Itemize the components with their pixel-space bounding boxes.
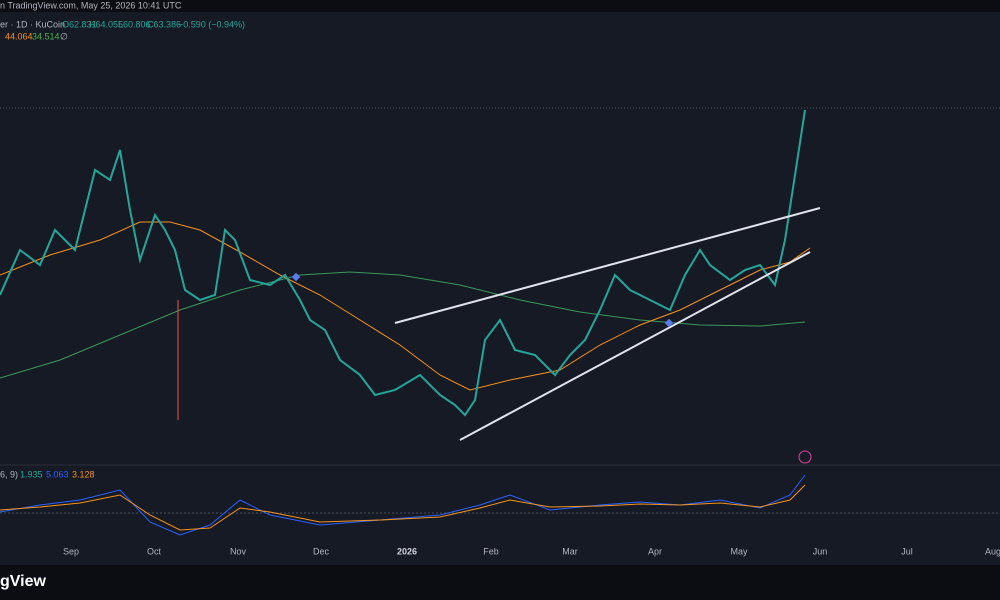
time-axis: Sep Oct Nov Dec 2026 Feb Mar Apr May Jun Jul Aug	[63, 546, 1000, 556]
symbol: er · 1D · KuCoin	[0, 19, 65, 29]
top-bar	[0, 0, 1000, 12]
time-label: Dec	[313, 546, 330, 556]
low: L60.806	[118, 19, 151, 29]
high: H64.055	[89, 19, 123, 29]
ma-value: ∅	[60, 31, 68, 41]
ma-value: 44.064	[5, 31, 33, 41]
time-label: Sep	[63, 546, 79, 556]
cross-marker	[291, 272, 301, 282]
ma-long	[0, 271, 806, 379]
logo: gView	[0, 573, 47, 590]
change: −0.590 (−0.94%)	[178, 19, 245, 29]
time-label: Aug	[985, 546, 1000, 556]
macd-value: 5.063	[46, 469, 69, 479]
open: O62.831	[62, 19, 97, 29]
time-label: Mar	[562, 546, 578, 556]
close: C63.386	[147, 19, 181, 29]
time-label: Jun	[813, 546, 828, 556]
cross-marker	[664, 318, 674, 328]
trendline-upper	[394, 207, 821, 324]
time-label: Jul	[901, 546, 913, 556]
ma-short	[0, 221, 811, 391]
trendline-lower	[459, 251, 811, 441]
legend: er · 1D · KuCoin O62.831 H64.055 L60.806…	[0, 19, 245, 41]
alert-icon	[798, 450, 812, 464]
time-label: 2026	[397, 546, 417, 556]
publish-info: n TradingView.com, May 25, 2026 10:41 UT…	[0, 0, 182, 10]
time-label: May	[730, 546, 748, 556]
signal-line	[0, 484, 806, 531]
macd-value: 3.128	[72, 469, 95, 479]
macd-value: 1.935	[20, 469, 43, 479]
time-label: Oct	[147, 546, 162, 556]
time-label: Apr	[648, 546, 662, 556]
price	[0, 109, 806, 417]
time-label: Feb	[483, 546, 499, 556]
ma-value: 34.514	[32, 31, 60, 41]
macd-params: 6, 9)	[0, 469, 18, 479]
footer	[0, 565, 1000, 600]
time-label: Nov	[230, 546, 247, 556]
macd-line	[0, 474, 806, 536]
